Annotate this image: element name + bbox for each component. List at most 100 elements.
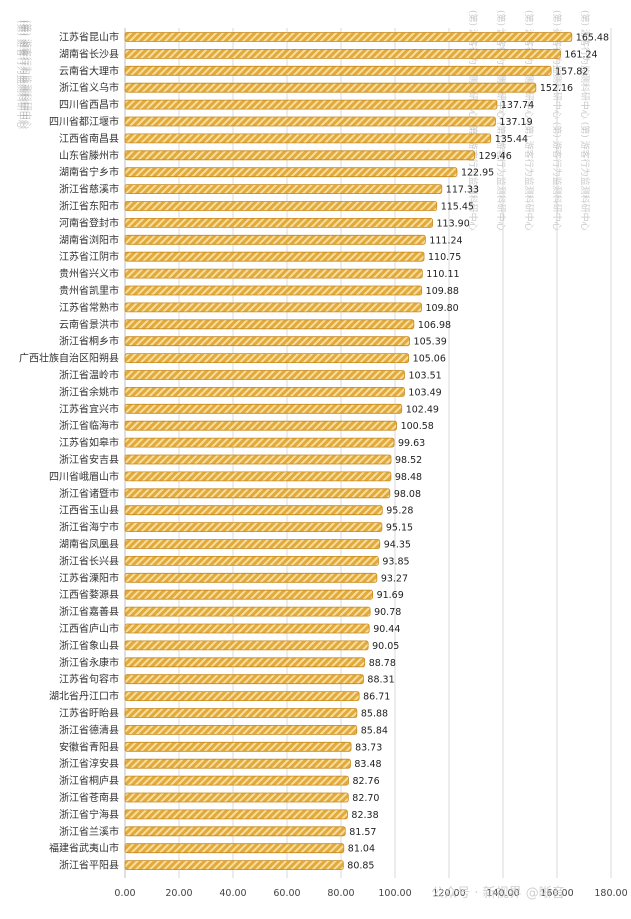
category-label: 河南省登封市 (59, 216, 119, 229)
bar (124, 860, 344, 870)
bar (124, 826, 346, 837)
data-labels: 165.48 161.24 157.82 152.16 137.74 137.19 135.… (347, 33, 609, 872)
category-label: 湖南省长沙县 (59, 47, 119, 60)
bar (124, 572, 378, 583)
data-label: 81.04 (348, 844, 375, 855)
bar (124, 623, 370, 634)
data-label: 94.35 (384, 540, 411, 551)
bar (124, 758, 351, 769)
bar (124, 302, 422, 313)
x-tick-label: 20.00 (165, 888, 192, 899)
data-label: 99.63 (398, 438, 425, 449)
watermark-text: (第) 游客行为监测科研中心 (15, 20, 27, 129)
bar (124, 268, 423, 279)
watermark-text: (第) 游客行为监测科研中心 (21, 20, 33, 129)
data-label: 110.75 (428, 252, 461, 263)
category-label: 四川省峨眉山市 (49, 470, 119, 483)
category-label: 贵州省凯里市 (59, 284, 119, 297)
data-label: 117.33 (446, 185, 479, 196)
bar (124, 708, 358, 718)
bar (124, 674, 364, 685)
bar (124, 99, 498, 110)
x-axis-ticks: 0.00 20.00 40.00 60.00 80.00 100.00 120.00 140.… (114, 888, 627, 899)
category-label: 浙江省临海市 (59, 419, 119, 432)
category-label: 福建省武夷山市 (49, 842, 119, 855)
data-label: 81.57 (349, 827, 376, 838)
bar (124, 403, 403, 414)
x-tick-label: 140.00 (486, 888, 519, 899)
watermark-text: (第) 游客行为监测科研中心 (18, 20, 30, 129)
data-label: 93.27 (381, 573, 408, 584)
watermark-text: (第) 游客行为监测科研中心 (第) 游客行为监测科研中心 (495, 10, 507, 231)
bar (124, 657, 366, 668)
category-label: 湖南省宁乡市 (59, 166, 119, 179)
watermark-text: (第) 游客行为监测科研中心 (第) 游客行为监测科研中心 (523, 10, 535, 231)
category-label: 浙江省嘉善县 (59, 605, 119, 618)
category-label: 浙江省永康市 (59, 656, 119, 669)
bar (124, 454, 392, 465)
data-label: 85.88 (361, 709, 388, 720)
data-label: 129.46 (479, 151, 512, 162)
bar (124, 606, 371, 617)
bar (124, 370, 405, 380)
category-label: 浙江省长兴县 (59, 554, 119, 567)
category-label: 贵州省兴义市 (59, 267, 119, 280)
data-label: 88.31 (367, 675, 394, 686)
data-label: 152.16 (540, 83, 573, 94)
data-label: 105.39 (414, 337, 447, 348)
category-label: 浙江省桐乡市 (59, 335, 119, 348)
data-label: 137.19 (499, 117, 532, 128)
bar (124, 775, 349, 786)
data-label: 102.49 (406, 404, 439, 415)
bar (124, 505, 383, 516)
category-label: 江苏省常熟市 (59, 301, 119, 314)
data-label: 90.78 (374, 607, 401, 618)
bar (124, 49, 561, 59)
data-label: 98.52 (395, 455, 422, 466)
bar (124, 556, 379, 566)
category-label: 广西壮族自治区阳朔县 (19, 352, 119, 365)
data-label: 82.70 (352, 793, 379, 804)
bar (124, 522, 383, 532)
category-label: 浙江省桐庐县 (59, 774, 119, 787)
bar (124, 353, 410, 364)
bar (124, 809, 348, 820)
category-label: 安徽省青阳县 (59, 740, 119, 753)
category-label: 江西省庐山市 (59, 622, 119, 635)
x-tick-label: 80.00 (327, 888, 354, 899)
data-label: 109.80 (425, 303, 458, 314)
bar (124, 725, 358, 735)
bar (124, 32, 573, 42)
data-label: 88.78 (369, 658, 396, 669)
bar (124, 167, 458, 178)
category-label: 浙江省诸暨市 (59, 487, 119, 500)
category-label: 江苏省昆山市 (59, 31, 119, 44)
bar (124, 741, 352, 752)
data-label: 135.44 (495, 134, 528, 145)
category-label: 浙江省义乌市 (59, 81, 119, 94)
x-tick-label: 100.00 (378, 888, 411, 899)
category-label: 浙江省安吉县 (59, 453, 119, 466)
data-label: 100.58 (401, 421, 434, 432)
bar (124, 792, 349, 803)
bar (124, 640, 369, 651)
bar (124, 251, 425, 262)
category-label: 江苏省溧阳市 (59, 571, 119, 584)
data-label: 91.69 (377, 590, 404, 601)
data-label: 103.51 (408, 371, 441, 382)
data-label: 105.06 (413, 354, 446, 365)
bar (124, 437, 395, 448)
category-label: 山东省滕州市 (59, 149, 119, 162)
bar (124, 539, 381, 549)
category-label: 江苏省江阴市 (59, 250, 119, 263)
bar (124, 234, 426, 245)
category-label: 浙江省慈溪市 (59, 183, 119, 196)
category-label: 湖南省浏阳市 (59, 233, 119, 246)
data-label: 161.24 (564, 49, 597, 60)
data-label: 165.48 (576, 33, 609, 44)
category-label: 江西省婺源县 (59, 588, 119, 601)
category-label: 浙江省余姚市 (59, 385, 119, 398)
data-label: 83.48 (354, 759, 381, 770)
